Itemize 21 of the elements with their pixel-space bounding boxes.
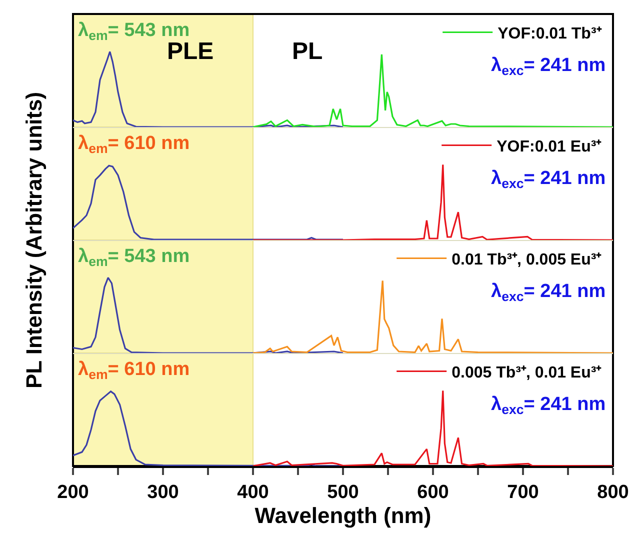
text: λ$_{em}$= 610 nm (78, 133, 190, 156)
text: λ$_{em}$= 610 nm (78, 359, 190, 382)
annotation: λ$_{exc}$= 241 nm (491, 55, 606, 78)
x-tick-label: 500 (327, 482, 359, 503)
x-tick-label: 200 (57, 482, 89, 503)
annotation: λ$_{exc}$= 241 nm (491, 168, 606, 191)
legend-label: 0.005 Tb³⁺, 0.01 Eu³⁺ (452, 364, 602, 382)
x-tick-label: 700 (507, 482, 539, 503)
x-tick-label: 300 (147, 482, 179, 503)
y-axis-title: PL Intensity (Arbitrary units) (22, 92, 46, 388)
legend-label: 0.01 Tb³⁺, 0.005 Eu³⁺ (452, 251, 602, 268)
text: λ$_{em}$= 543 nm (78, 246, 190, 269)
x-axis-title: Wavelength (nm) (254, 502, 432, 528)
annotation: λ$_{exc}$= 241 nm (491, 281, 606, 304)
annotation: λ$_{exc}$= 241 nm (491, 394, 606, 417)
x-tick-label: 600 (417, 482, 449, 503)
annotation: PL (292, 38, 323, 65)
x-tick-label: 400 (237, 482, 269, 503)
x-tick-label: 800 (597, 482, 629, 503)
legend-label: YOF:0.01 Eu³⁺ (496, 138, 602, 156)
legend-label: YOF:0.01 Tb³⁺ (498, 25, 602, 42)
